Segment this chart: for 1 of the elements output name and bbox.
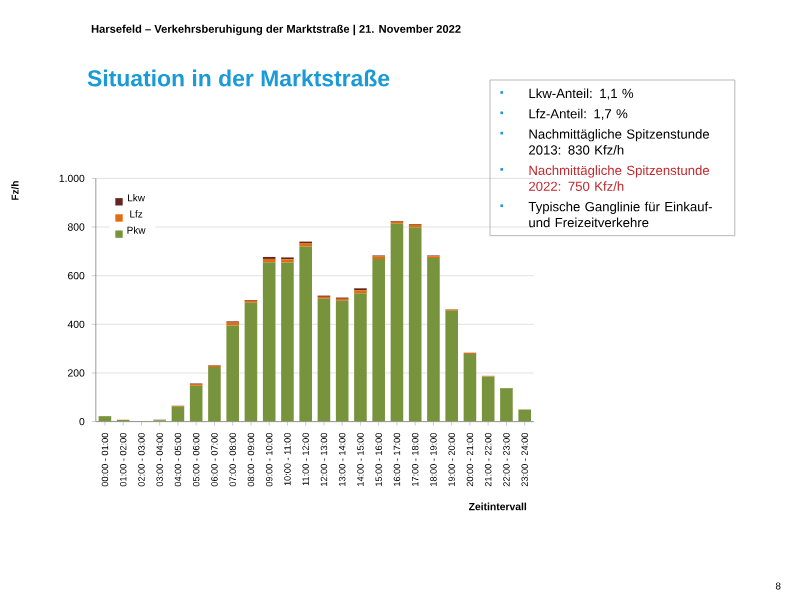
chart-title: Situation in der Marktstraße xyxy=(87,69,390,87)
